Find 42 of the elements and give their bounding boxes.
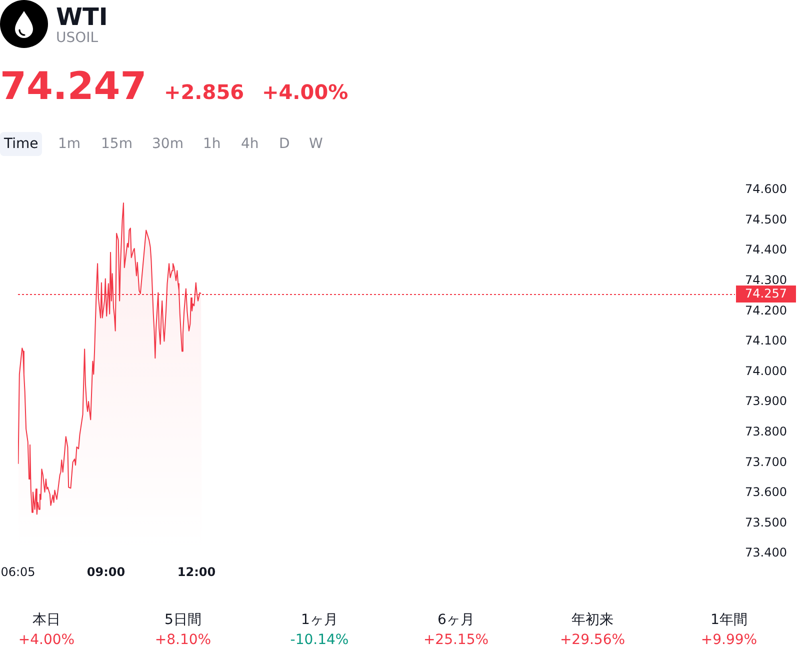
x-tick-label: 06:05: [0, 564, 36, 579]
y-tick-label: 74.300: [745, 273, 787, 288]
text: Time: [4, 135, 38, 154]
text: 4h: [241, 135, 259, 154]
text: 15m: [101, 135, 132, 154]
text: 1h: [203, 135, 221, 154]
y-tick-label: 74.000: [745, 364, 787, 378]
text: -10.14%: [289, 631, 350, 650]
text: 5日間: [164, 611, 202, 630]
text: D: [279, 135, 290, 154]
y-tick-label: 74.200: [745, 303, 787, 318]
text: 本日: [32, 611, 62, 630]
text: +8.10%: [154, 631, 212, 650]
text: 6ヶ月: [436, 611, 476, 630]
y-tick-label: 73.500: [745, 515, 787, 530]
text: 30m: [152, 135, 184, 154]
chart-title: WTI: [56, 2, 108, 32]
text: W: [309, 135, 323, 154]
text: +4.00%: [17, 631, 76, 650]
y-tick-label: 74.400: [745, 242, 787, 257]
ref-line-label: 74.257: [745, 286, 787, 301]
y-tick-label: 74.500: [745, 212, 787, 226]
text: +29.56%: [558, 631, 626, 650]
text: 年初来: [570, 611, 614, 630]
y-tick-label: 73.700: [745, 454, 787, 469]
y-tick-label: 73.800: [745, 424, 787, 439]
y-tick-label: 73.600: [745, 485, 787, 500]
y-tick-label: 74.600: [745, 182, 787, 196]
text: +2.856: [164, 80, 244, 104]
text: 74.247: [0, 63, 147, 109]
y-tick-label: 74.100: [745, 334, 787, 348]
text: 1年間: [710, 611, 748, 630]
text: 1m: [58, 135, 81, 154]
text: +9.99%: [700, 631, 758, 650]
text: +4.00%: [262, 80, 348, 104]
x-tick-label: 09:00: [86, 564, 126, 579]
x-tick-label: 12:00: [177, 564, 216, 579]
chart-subtitle: USOIL: [56, 29, 98, 47]
text: 1ヶ月: [300, 611, 339, 630]
y-tick-label: 73.400: [745, 546, 787, 560]
text: +25.15%: [422, 631, 490, 650]
y-tick-label: 73.900: [745, 394, 787, 408]
